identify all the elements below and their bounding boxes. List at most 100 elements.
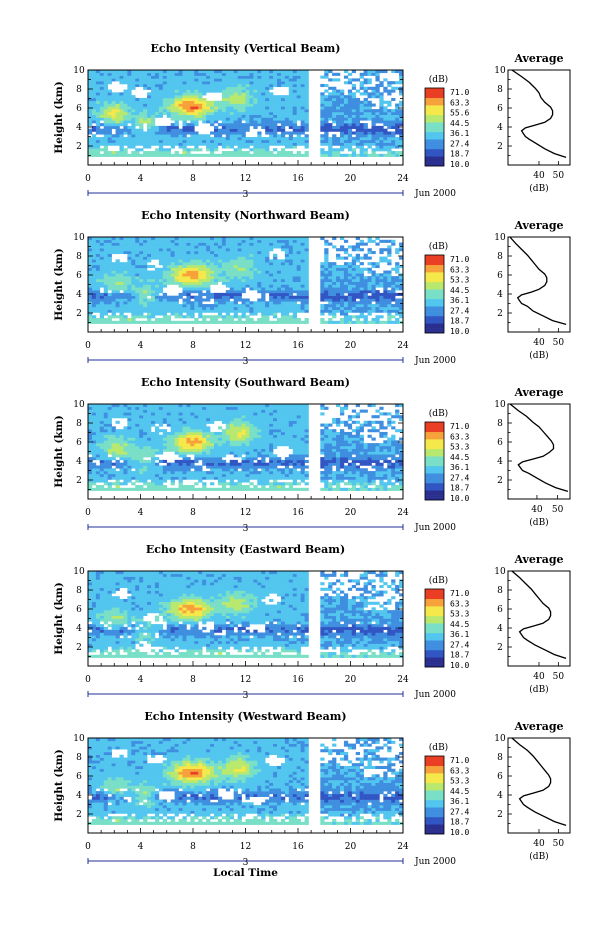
x-tick-label: 16 xyxy=(292,174,304,184)
panel-4: Echo Intensity (Eastward Beam)246810Heig… xyxy=(53,543,571,701)
colorbar-tick-label: 53.3 xyxy=(450,276,469,285)
colorbar-segment xyxy=(425,276,444,280)
colorbar-segment xyxy=(425,640,444,643)
heatmap-cells xyxy=(88,404,404,491)
colorbar-frame xyxy=(424,254,445,334)
colorbar-segment xyxy=(425,448,444,452)
colorbar-segment xyxy=(425,107,444,111)
colorbar-segment xyxy=(425,141,444,145)
colorbar-segment xyxy=(425,151,444,155)
colorbar-segment xyxy=(425,119,444,123)
average-profile-line xyxy=(511,737,567,827)
colorbar-frame xyxy=(424,755,445,835)
colorbar-frame xyxy=(424,588,445,668)
colorbar-segment xyxy=(425,807,444,810)
panel-title: Echo Intensity (Westward Beam) xyxy=(144,710,346,723)
colorbar-segment xyxy=(425,662,444,665)
average-title: Average xyxy=(513,386,563,399)
y-tick-label: 2 xyxy=(76,142,82,152)
colorbar-segment xyxy=(425,153,444,157)
y-axis-label: Height (km) xyxy=(53,248,65,320)
x-tick-label: 20 xyxy=(345,174,357,184)
colorbar-tick-label: 27.4 xyxy=(450,139,469,148)
colorbar-segment xyxy=(425,112,444,116)
y-tick-label: 6 xyxy=(76,605,82,615)
average-title: Average xyxy=(513,52,563,65)
colorbar-segment xyxy=(425,649,444,653)
y-tick-label: 4 xyxy=(76,290,82,300)
colorbar-segment xyxy=(425,105,444,108)
colorbar-tick-label: 53.3 xyxy=(450,443,469,452)
average-profile-plot: Average 2 4 6 8 10 40 50 (dB) xyxy=(494,219,571,361)
average-y-tick-label: 2 xyxy=(497,142,503,152)
average-title: Average xyxy=(513,219,563,232)
colorbar-tick-label: 10.0 xyxy=(450,828,469,837)
average-x-tick-label: 40 xyxy=(533,171,545,181)
colorbar-tick-label: 10.0 xyxy=(450,494,469,503)
average-frame xyxy=(507,236,571,333)
month-label: Jun 2000 xyxy=(414,857,456,867)
colorbar-segment xyxy=(425,88,444,91)
heatmap-cells xyxy=(88,237,404,324)
y-tick-label: 2 xyxy=(76,643,82,653)
colorbar-segment xyxy=(425,441,444,445)
colorbar-segment xyxy=(425,318,444,322)
colorbar-tick-label: 63.3 xyxy=(450,98,469,107)
colorbar-segment xyxy=(425,635,444,639)
panel-title: Echo Intensity (Northward Beam) xyxy=(141,209,350,222)
colorbar-segment xyxy=(425,642,444,646)
colorbar-segment xyxy=(425,134,444,138)
colorbar-tick-label: 55.6 xyxy=(450,109,469,118)
colorbar-segment xyxy=(425,100,444,103)
y-tick-label: 8 xyxy=(76,586,82,596)
colorbar-segment xyxy=(425,439,444,442)
colorbar-tick-label: 10.0 xyxy=(450,661,469,670)
colorbar-label: (dB) xyxy=(429,575,448,586)
colorbar: (dB)71.063.3 55.644.536.127.4 18.710.0 xyxy=(424,74,469,169)
x-tick-label: 0 xyxy=(85,842,91,852)
colorbar-segment xyxy=(425,652,444,656)
colorbar-segment xyxy=(425,795,444,798)
y-tick-label: 8 xyxy=(76,252,82,262)
heatmap-cells xyxy=(88,738,404,825)
y-axis-label: Height (km) xyxy=(53,582,65,654)
y-tick-label: 6 xyxy=(76,772,82,782)
colorbar-segment xyxy=(425,475,444,479)
y-tick-label: 10 xyxy=(73,233,85,243)
colorbar-segment xyxy=(425,797,444,801)
average-y-tick-label: 4 xyxy=(497,457,503,467)
colorbar-segment xyxy=(425,831,444,835)
colorbar-segment xyxy=(425,436,444,440)
colorbar-segment xyxy=(425,777,444,781)
colorbar-segment xyxy=(425,92,444,96)
x-tick-label: 0 xyxy=(85,174,91,184)
colorbar-segment xyxy=(425,802,444,806)
average-frame xyxy=(507,570,571,667)
x-tick-label: 8 xyxy=(190,675,196,685)
colorbar-segment xyxy=(425,598,444,602)
average-x-tick-label: 50 xyxy=(553,338,565,348)
x-tick-label: 16 xyxy=(292,341,304,351)
colorbar-segment xyxy=(425,792,444,796)
colorbar-segment xyxy=(425,158,444,162)
panel-1: Echo Intensity (Vertical Beam)246810Heig… xyxy=(53,42,571,200)
average-profile-line xyxy=(509,403,569,493)
average-frame xyxy=(507,403,571,500)
x-tick-label: 24 xyxy=(397,842,409,852)
colorbar-tick-label: 53.3 xyxy=(450,610,469,619)
colorbar-segment xyxy=(425,313,444,317)
colorbar-segment xyxy=(425,804,444,808)
colorbar-segment xyxy=(425,608,444,612)
colorbar-tick-label: 36.1 xyxy=(450,296,469,305)
y-tick-label: 6 xyxy=(76,438,82,448)
average-frame xyxy=(507,69,571,166)
colorbar-segment xyxy=(425,756,444,759)
colorbar-segment xyxy=(425,485,444,489)
panel-3: Echo Intensity (Southward Beam)246810Hei… xyxy=(53,376,571,534)
colorbar-tick-label: 63.3 xyxy=(450,265,469,274)
colorbar-segment xyxy=(425,645,444,648)
colorbar-segment xyxy=(425,131,444,135)
colorbar-segment xyxy=(425,429,444,433)
colorbar-frame xyxy=(424,421,445,501)
y-tick-label: 2 xyxy=(76,476,82,486)
